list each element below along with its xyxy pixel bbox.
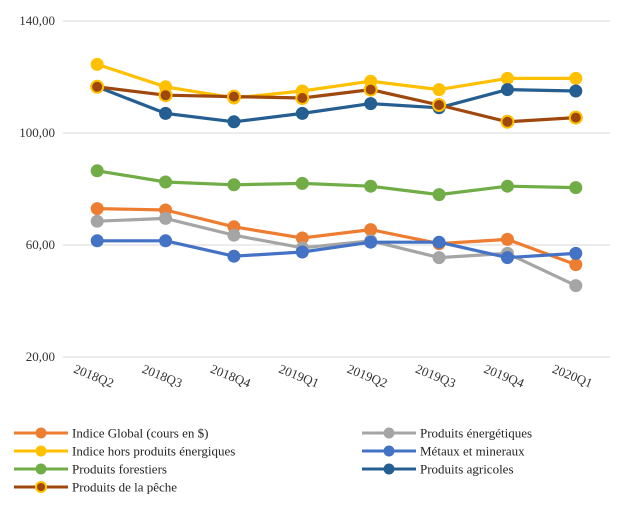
data-point: [569, 84, 583, 98]
data-point: [500, 83, 514, 97]
legend-label: Indice hors produits énergiques: [72, 444, 235, 459]
data-point: [90, 214, 104, 228]
data-point: [90, 164, 104, 178]
legend-swatch-marker: [383, 463, 395, 475]
data-point: [432, 235, 446, 249]
series-line: [95, 169, 578, 197]
series-line: [95, 85, 578, 124]
legend-label: Produits de la pêche: [72, 480, 177, 495]
series-6: [90, 79, 583, 129]
legend-item: Produits énergétiques: [362, 426, 532, 441]
legend-swatch-marker: [35, 427, 47, 439]
x-tick-label: 2018Q2: [72, 361, 116, 391]
legend-swatch-marker: [383, 427, 395, 439]
data-point: [227, 228, 241, 242]
legend-label: Produits forestiers: [72, 462, 167, 477]
legend-swatch-marker: [35, 463, 47, 475]
data-point: [295, 91, 310, 105]
data-point: [90, 234, 104, 248]
x-tick-label: 2020Q1: [550, 361, 594, 391]
x-tick-label: 2019Q1: [277, 361, 321, 391]
x-tick-label: 2019Q3: [414, 361, 458, 391]
data-point: [295, 176, 309, 190]
data-point: [500, 179, 514, 193]
data-point: [432, 83, 446, 97]
data-point: [569, 181, 583, 195]
data-point: [158, 88, 173, 103]
data-point: [159, 234, 173, 248]
data-point: [432, 188, 446, 202]
legend-swatch-marker: [35, 445, 47, 457]
x-tick-label: 2018Q4: [208, 361, 253, 391]
legend-swatch-marker: [383, 445, 395, 457]
x-tick-label: 2019Q4: [482, 361, 527, 391]
legend-label: Métaux et mineraux: [420, 444, 525, 459]
data-point: [500, 232, 514, 246]
data-point: [159, 211, 173, 225]
x-axis: 2018Q2 2018Q3 2018Q4 2019Q1 2019Q2 2019Q3 2019…: [72, 361, 595, 391]
series-line: [95, 239, 578, 260]
data-point: [227, 115, 241, 129]
data-point: [295, 106, 309, 120]
legend-item: Indice hors produits énergiques: [14, 444, 235, 459]
data-point: [159, 106, 173, 120]
data-point: [500, 114, 515, 129]
data-point: [226, 89, 241, 104]
x-tick-label: 2018Q3: [140, 361, 184, 391]
data-point: [227, 178, 241, 192]
y-axis: 140,00 100,00 60,00 20,00: [19, 13, 55, 364]
series-3: [90, 234, 583, 265]
legend-item: Produits forestiers: [14, 462, 167, 477]
legend-label: Produits agricoles: [420, 462, 514, 477]
data-point: [227, 249, 241, 263]
data-point: [500, 71, 514, 85]
legend-item: Produits agricoles: [362, 462, 514, 477]
data-point: [364, 235, 378, 249]
data-point: [569, 258, 583, 272]
legend-item: Produits de la pêche: [14, 480, 177, 495]
y-tick-label: 60,00: [26, 237, 55, 252]
data-point: [568, 110, 583, 125]
legend: Indice Global (cours en $) Produits énerg…: [14, 426, 532, 495]
legend-label: Produits énergétiques: [420, 426, 532, 441]
y-tick-label: 100,00: [19, 125, 55, 140]
y-tick-label: 20,00: [26, 349, 55, 364]
legend-label: Indice Global (cours en $): [72, 426, 208, 441]
data-point: [364, 179, 378, 193]
data-point: [364, 223, 378, 237]
series-group: [90, 57, 583, 293]
series-line: [95, 207, 578, 267]
data-point: [364, 97, 378, 111]
data-point: [569, 71, 583, 85]
data-point: [569, 279, 583, 293]
data-point: [90, 202, 104, 216]
data-point: [569, 246, 583, 260]
series-line: [95, 62, 578, 100]
data-point: [90, 79, 105, 94]
legend-item: Indice Global (cours en $): [14, 426, 208, 441]
data-point: [363, 82, 378, 97]
series-line: [95, 85, 578, 124]
data-point: [432, 251, 446, 265]
series-4: [90, 164, 583, 202]
x-tick-label: 2019Q2: [345, 361, 389, 391]
y-tick-label: 140,00: [19, 13, 55, 28]
legend-item: Métaux et mineraux: [362, 444, 525, 459]
data-point: [90, 57, 104, 71]
data-point: [432, 98, 447, 112]
data-point: [295, 245, 309, 259]
data-point: [500, 251, 514, 265]
gridlines: [63, 20, 610, 358]
data-point: [159, 175, 173, 189]
legend-swatch-marker: [35, 481, 47, 493]
